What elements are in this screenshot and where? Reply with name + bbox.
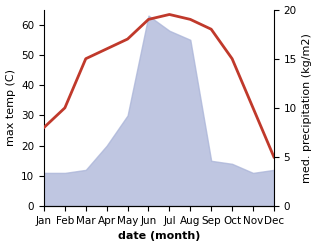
Y-axis label: med. precipitation (kg/m2): med. precipitation (kg/m2) <box>302 33 313 183</box>
Y-axis label: max temp (C): max temp (C) <box>5 69 16 146</box>
X-axis label: date (month): date (month) <box>118 231 200 242</box>
